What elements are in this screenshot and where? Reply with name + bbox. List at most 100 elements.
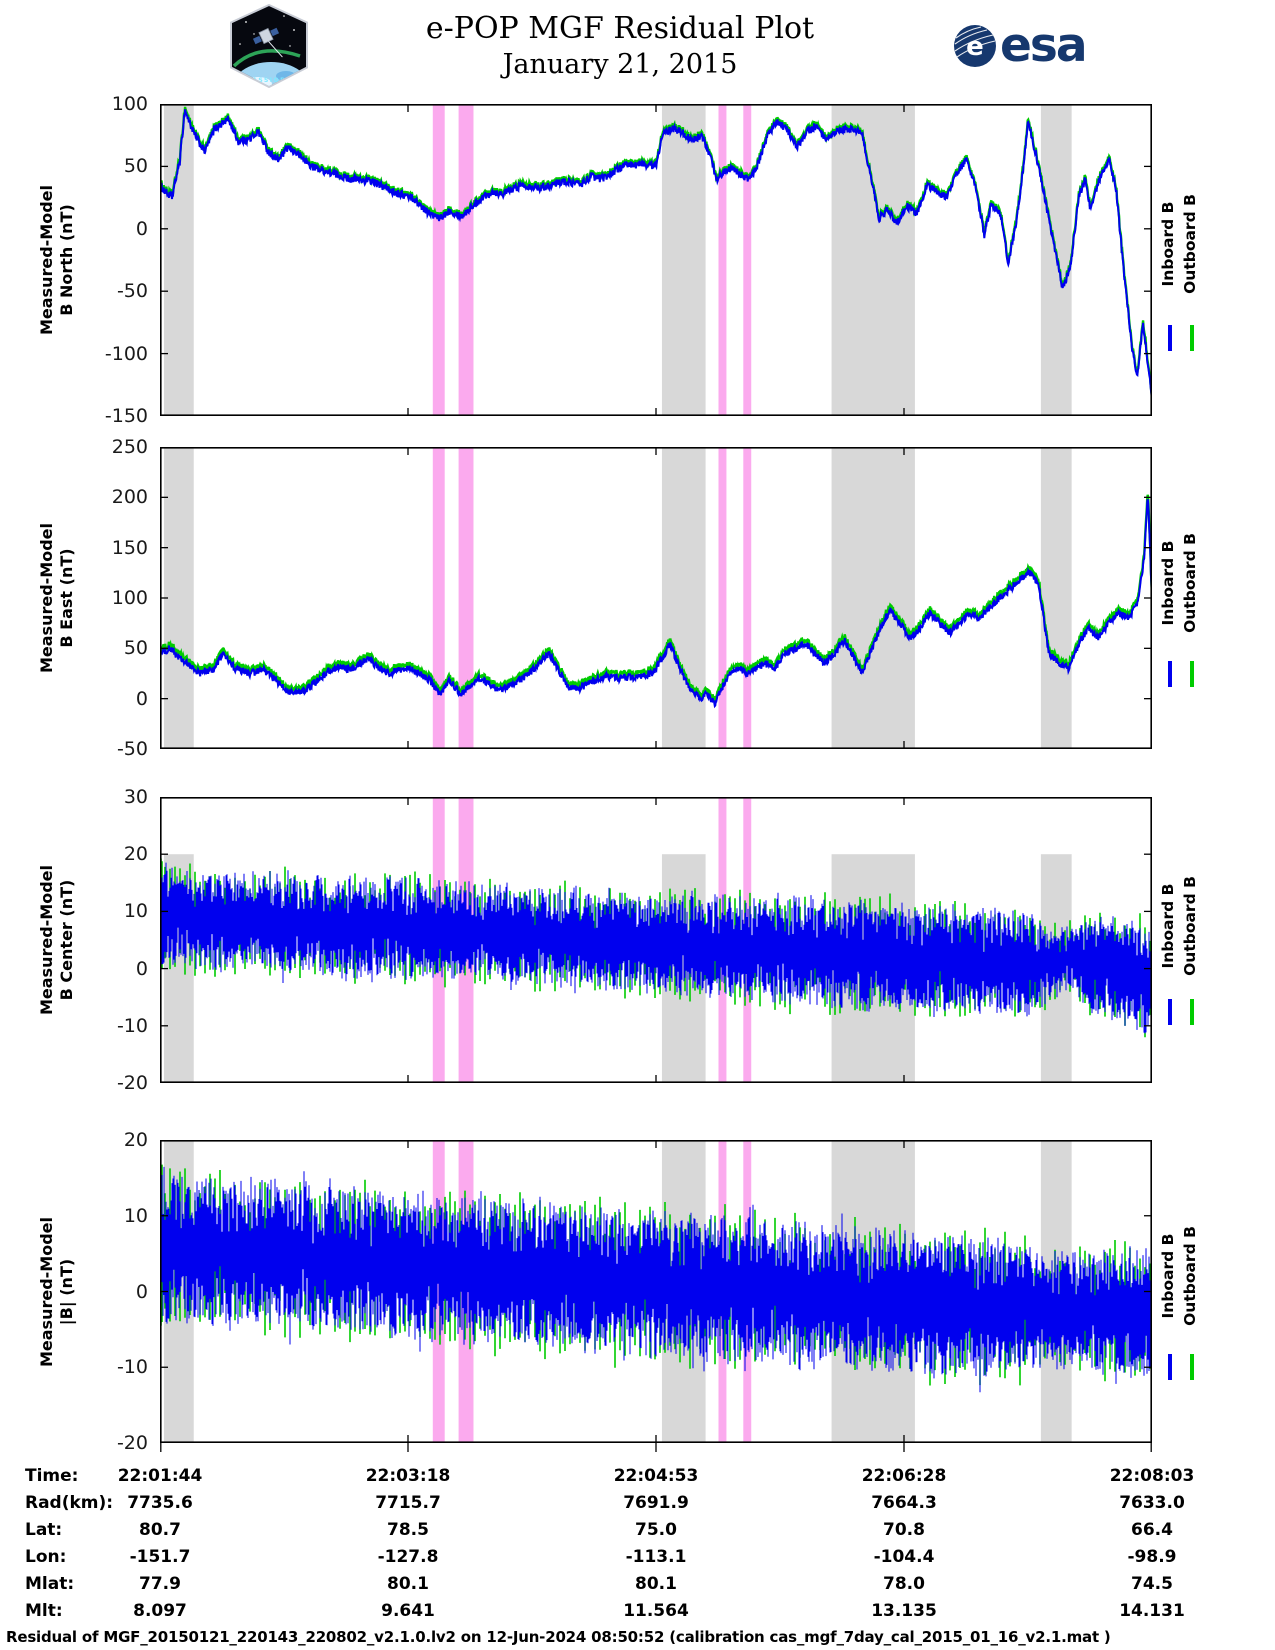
patch-label: CASSIOPE (246, 77, 291, 84)
pink-event-band (718, 447, 727, 749)
table-cell: 11.564 (623, 1601, 689, 1621)
satellite-icon (252, 27, 283, 58)
y-tick-label: -10 (116, 1356, 148, 1379)
table-cell: 7715.7 (375, 1493, 441, 1513)
y-tick-label: 0 (135, 957, 148, 980)
gray-event-band (831, 447, 915, 749)
pink-event-band (458, 447, 474, 749)
page-title: e-POP MGF Residual Plot (425, 11, 815, 46)
legend-label-outboard-b: Outboard B (1181, 875, 1199, 976)
table-cell: 66.4 (1131, 1520, 1173, 1540)
pink-event-band (743, 104, 752, 416)
table-cell: 14.131 (1119, 1601, 1185, 1621)
y-tick-label: 20 (123, 1129, 148, 1151)
axis-ticks (160, 1140, 1152, 1452)
table-cell: 78.5 (387, 1520, 429, 1540)
legend-label-outboard-b: Outboard B (1181, 533, 1199, 633)
table-cell: 7691.9 (623, 1493, 689, 1513)
table-row-label-time: Time: (25, 1466, 79, 1486)
panel-b-center (160, 797, 1152, 1083)
y-tick-label: 0 (135, 1280, 148, 1303)
table-row-label-mlat: Mlat: (25, 1574, 75, 1594)
gray-event-band (831, 104, 915, 416)
table-row-label-lat: Lat: (25, 1520, 63, 1540)
inboard-b-noise (160, 1166, 1152, 1393)
legend-label-inboard-b: Inboard B (1159, 540, 1177, 626)
esa-logo: e esa (953, 22, 1088, 70)
legend-marker-outboard (1190, 1354, 1194, 1381)
gray-event-band (1040, 447, 1072, 749)
legend-marker-inboard (1168, 1354, 1172, 1381)
y-tick-label: -50 (116, 738, 148, 760)
pink-event-band (458, 104, 474, 416)
legend-marker-inboard (1168, 325, 1172, 351)
y-tick-label: 100 (111, 587, 148, 609)
panel-b-east (160, 447, 1152, 749)
legend-label-inboard-b: Inboard B (1159, 1233, 1177, 1319)
table-cell: -127.8 (377, 1547, 439, 1567)
table-cell: 8.097 (133, 1601, 187, 1621)
cassiope-patch-graphic: CASSIOPE (230, 3, 308, 89)
legend-label-inboard-b: Inboard B (1159, 201, 1177, 287)
table-row-label-lon: Lon: (25, 1547, 67, 1567)
table-cell: 80.1 (387, 1574, 429, 1594)
y-tick-label: -100 (104, 342, 148, 365)
table-cell: -98.9 (1127, 1547, 1177, 1567)
y-tick-label: 200 (111, 486, 148, 509)
table-cell: 13.135 (871, 1601, 937, 1621)
table-cell: 78.0 (883, 1574, 925, 1594)
table-cell: 7633.0 (1119, 1493, 1185, 1513)
table-cell: 22:01:44 (117, 1466, 203, 1486)
table-cell: -113.1 (625, 1547, 687, 1567)
table-row-label-mlt: Mlt: (25, 1601, 63, 1621)
table-cell: 22:03:18 (365, 1466, 451, 1486)
panel-b-magnitude (160, 1140, 1152, 1452)
footer-calibration-text: Residual of MGF_20150121_220143_220802_v… (6, 1628, 1111, 1646)
y-axis-label-b-east: Measured-Model B East (nT) (37, 522, 76, 674)
panel-b-north (160, 104, 1152, 416)
table-cell: 7664.3 (871, 1493, 937, 1513)
legend-marker-outboard (1190, 660, 1194, 687)
table-cell: 74.5 (1131, 1574, 1173, 1594)
table-cell: 22:08:03 (1109, 1466, 1195, 1486)
legend-marker-outboard (1190, 325, 1194, 351)
legend-label-outboard-b: Outboard B (1181, 194, 1199, 295)
table-cell: 9.641 (381, 1601, 435, 1621)
page-date: January 21, 2015 (502, 49, 738, 80)
table-cell: 7735.6 (127, 1493, 193, 1513)
y-tick-label: -10 (116, 1014, 148, 1037)
y-tick-label: -150 (104, 405, 148, 427)
inboard-b-noise (160, 861, 1152, 1034)
gray-event-band (163, 104, 194, 416)
pink-event-band (718, 104, 727, 416)
table-cell: 22:06:28 (861, 1466, 947, 1486)
axis-ticks (160, 447, 1152, 749)
inboard-b-trace (160, 498, 1152, 709)
outboard-b-trace (160, 106, 1152, 395)
legend-marker-inboard (1168, 998, 1172, 1025)
table-cell: -104.4 (873, 1547, 935, 1567)
pink-event-band (743, 447, 752, 749)
esa-globe-icon: e (954, 25, 996, 67)
table-cell: 77.9 (139, 1574, 181, 1594)
inboard-b-trace (160, 109, 1152, 397)
y-axis-label-b-north: Measured-Model B North (nT) (37, 184, 76, 336)
y-tick-label: 250 (111, 436, 148, 458)
y-tick-label: 10 (123, 900, 148, 923)
legend-marker-inboard (1168, 660, 1172, 687)
pink-event-band (432, 447, 445, 749)
legend-marker-outboard (1190, 998, 1194, 1025)
gray-event-band (661, 447, 706, 749)
title-block: e-POP MGF Residual Plot January 21, 2015 (330, 10, 910, 82)
axis-ticks (160, 104, 1152, 416)
y-tick-label: -20 (116, 1432, 148, 1454)
y-tick-label: 30 (123, 786, 148, 808)
y-axis-label-b-magnitude: Measured-Model |B| (nT) (37, 1216, 76, 1367)
legend-label-outboard-b: Outboard B (1181, 1226, 1199, 1327)
y-tick-label: -50 (116, 280, 148, 303)
y-axis-label-b-center: Measured-Model B Center (nT) (37, 864, 76, 1016)
gray-event-band (661, 104, 706, 416)
y-tick-label: 100 (111, 93, 148, 115)
y-tick-label: 50 (123, 155, 148, 178)
